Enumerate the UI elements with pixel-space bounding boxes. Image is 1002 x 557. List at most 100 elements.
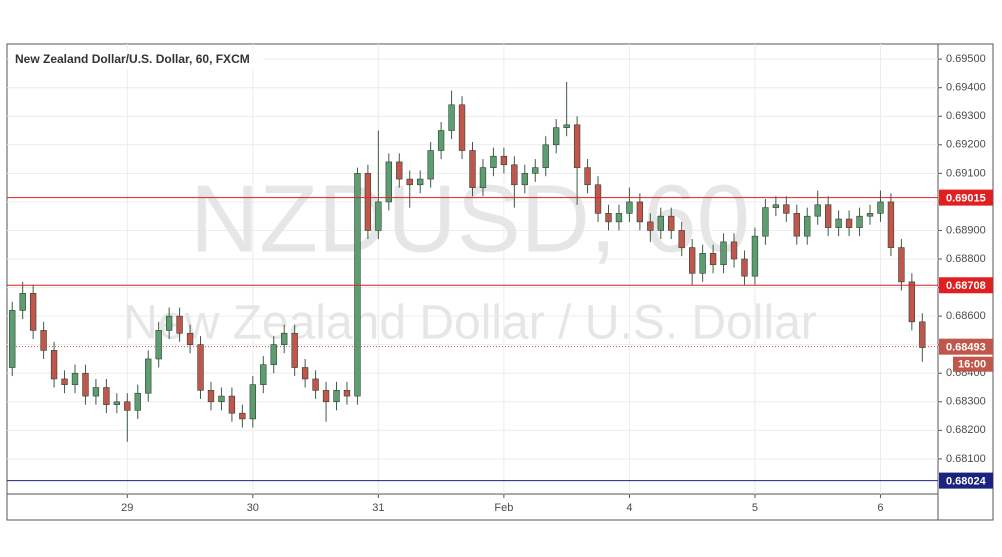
candle-body bbox=[542, 144, 549, 168]
candle-body bbox=[814, 204, 821, 217]
candle-body bbox=[218, 395, 225, 403]
title-backdrop bbox=[9, 50, 265, 70]
x-tick-label: 5 bbox=[752, 502, 758, 514]
level-label: 0.68708 bbox=[946, 280, 986, 292]
y-tick-label: 0.69400 bbox=[946, 82, 986, 94]
candle-body bbox=[260, 364, 267, 385]
candle-body bbox=[312, 378, 319, 391]
candle-body bbox=[887, 201, 895, 248]
candle-body bbox=[333, 390, 340, 403]
candle-body bbox=[19, 292, 26, 311]
y-tick-label: 0.69500 bbox=[946, 53, 986, 65]
x-tick-label: 29 bbox=[121, 502, 133, 514]
candle-body bbox=[804, 215, 811, 237]
x-tick-label: 4 bbox=[626, 502, 632, 514]
candle-body bbox=[249, 384, 257, 420]
candle-body bbox=[688, 247, 696, 274]
candle-body bbox=[165, 315, 173, 331]
candle-body bbox=[626, 201, 633, 214]
candle-body bbox=[521, 173, 528, 186]
candle-body bbox=[417, 178, 424, 186]
x-tick-label: 30 bbox=[247, 502, 259, 514]
candle-body bbox=[9, 310, 16, 368]
candle-body bbox=[699, 253, 706, 274]
candle-body bbox=[678, 230, 685, 248]
plot bbox=[7, 81, 938, 482]
candle-body bbox=[354, 173, 361, 397]
candle-body bbox=[730, 241, 738, 260]
candle-body bbox=[720, 241, 727, 266]
candle-body bbox=[103, 387, 110, 405]
candle-body bbox=[584, 167, 591, 186]
candle-body bbox=[762, 207, 769, 237]
candle-body bbox=[783, 204, 790, 214]
candle-body bbox=[176, 315, 183, 334]
candle-body bbox=[845, 218, 853, 228]
level-badge bbox=[939, 189, 993, 206]
candle-body bbox=[908, 281, 916, 323]
candle-body bbox=[40, 330, 47, 351]
candle-body bbox=[919, 321, 926, 348]
candle-body bbox=[375, 201, 382, 231]
candle-body bbox=[563, 124, 570, 128]
candle-body bbox=[281, 332, 288, 345]
chart-title: New Zealand Dollar/U.S. Dollar, 60, FXCM bbox=[15, 52, 250, 66]
candle-body bbox=[322, 390, 330, 403]
y-tick-label: 0.68100 bbox=[946, 453, 986, 465]
candle-body bbox=[835, 218, 842, 228]
candle-body bbox=[124, 401, 131, 411]
candle-body bbox=[301, 367, 309, 380]
candle-body bbox=[291, 332, 298, 368]
candle-body bbox=[71, 372, 79, 385]
y-tick-label: 0.68200 bbox=[946, 424, 986, 436]
candle-body bbox=[668, 215, 675, 231]
candle-body bbox=[573, 124, 581, 168]
candle-body bbox=[553, 127, 560, 146]
time-badge bbox=[953, 356, 993, 372]
candle-body bbox=[500, 155, 508, 166]
y-tick-label: 0.68300 bbox=[946, 396, 986, 408]
candle-body bbox=[155, 330, 162, 360]
candle-body bbox=[636, 201, 644, 223]
candle-body bbox=[61, 378, 68, 385]
y-tick-label: 0.69100 bbox=[946, 167, 986, 179]
x-tick-label: Feb bbox=[494, 502, 513, 514]
level-label: 0.68024 bbox=[946, 476, 987, 488]
candle-body bbox=[113, 401, 121, 405]
x-tick-label: 6 bbox=[877, 502, 883, 514]
time-label: 16:00 bbox=[958, 359, 986, 371]
candle-body bbox=[824, 204, 832, 228]
candle-body bbox=[511, 164, 518, 186]
y-tick-label: 0.68900 bbox=[946, 224, 986, 236]
last-price-label: 0.68493 bbox=[946, 342, 986, 354]
candle-body bbox=[647, 221, 654, 231]
candle-body bbox=[479, 167, 487, 188]
candle-body bbox=[490, 155, 497, 168]
candle-body bbox=[134, 392, 141, 411]
candle-body bbox=[437, 130, 445, 151]
y-tick-label: 0.68600 bbox=[946, 310, 986, 322]
candle-body bbox=[396, 161, 403, 180]
candle-body bbox=[270, 344, 277, 365]
candle-body bbox=[605, 213, 612, 223]
y-tick-label: 0.69300 bbox=[946, 110, 986, 122]
y-tick-label: 0.69200 bbox=[946, 139, 986, 151]
candle-body bbox=[793, 213, 800, 237]
candle-body bbox=[898, 247, 905, 283]
candle-body bbox=[92, 387, 100, 397]
level-badge bbox=[939, 277, 993, 294]
candle-body bbox=[239, 412, 246, 420]
level-label: 0.69015 bbox=[946, 193, 986, 205]
candle-body bbox=[364, 173, 372, 231]
candle-body bbox=[145, 358, 152, 394]
last-price-badge bbox=[939, 338, 993, 355]
candle-body bbox=[406, 178, 413, 186]
candle-body bbox=[50, 350, 58, 380]
level-badge bbox=[939, 472, 993, 489]
candle-body bbox=[458, 104, 466, 151]
candle-body bbox=[448, 104, 455, 131]
candle-body bbox=[772, 204, 780, 208]
candle-body bbox=[877, 201, 884, 214]
candle-body bbox=[385, 161, 392, 203]
candle-body bbox=[29, 292, 37, 331]
